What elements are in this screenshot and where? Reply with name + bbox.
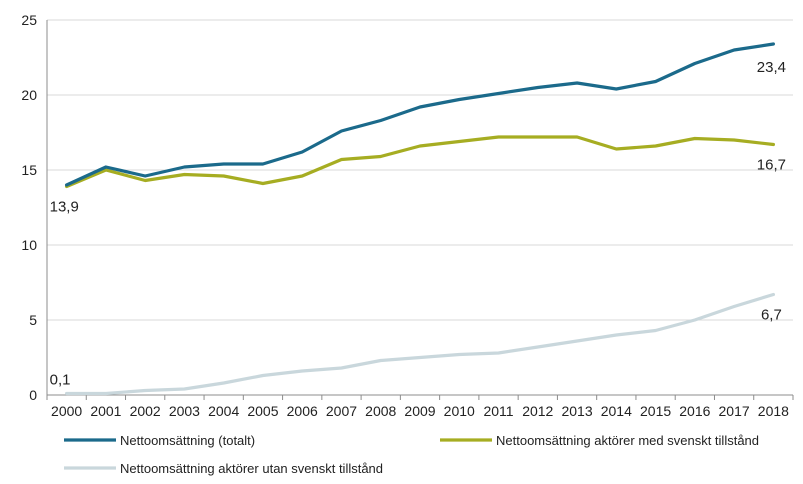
data-label: 13,9 (50, 199, 79, 216)
gridlines (47, 19, 793, 321)
x-tick-label: 2015 (640, 403, 671, 419)
y-tick-label: 0 (29, 387, 37, 403)
data-label: 23,4 (757, 59, 786, 76)
legend-label-1: Nettoomsättning (totalt) (120, 433, 255, 448)
x-tick-label: 2003 (169, 403, 200, 419)
series-lines (65, 42, 775, 396)
y-tick-label: 25 (21, 12, 37, 28)
x-tick-label: 2001 (90, 403, 121, 419)
x-tick-label: 2006 (287, 403, 318, 419)
legend: Nettoomsättning (totalt) Nettoomsättning … (64, 433, 759, 476)
axes: 0 5 10 15 20 25 2000 2001 2002 2003 2004 2005 2006 20… (21, 12, 794, 419)
y-tick-label: 15 (21, 162, 37, 178)
x-tick-label: 2011 (483, 403, 513, 419)
x-tick-label: 2010 (444, 403, 475, 419)
x-tick-label: 2014 (601, 403, 632, 419)
x-tick-label: 2012 (522, 403, 553, 419)
y-tick-label: 20 (21, 87, 37, 103)
x-tick-label: 2007 (326, 403, 357, 419)
x-tick-label: 2005 (247, 403, 278, 419)
data-label: 6,7 (761, 307, 782, 324)
data-label: 16,7 (757, 157, 786, 174)
y-tick-label: 10 (21, 237, 37, 253)
legend-label-3: Nettoomsättning aktörer utan svenskt til… (120, 461, 383, 476)
x-tick-label: 2000 (51, 403, 82, 419)
data-labels: 23,4 16,7 13,9 6,7 0,1 (50, 59, 786, 389)
x-tick-label: 2004 (208, 403, 239, 419)
x-tick-label: 2013 (561, 403, 592, 419)
x-tick-label: 2008 (365, 403, 396, 419)
x-tick-label: 2002 (130, 403, 161, 419)
series-line-2 (65, 135, 775, 189)
x-tick-label: 2016 (679, 403, 710, 419)
data-label: 0,1 (50, 372, 71, 389)
x-tick-label: 2018 (758, 403, 789, 419)
x-tick-label: 2009 (404, 403, 435, 419)
series-line-1 (65, 42, 775, 187)
x-tick-label: 2017 (719, 403, 750, 419)
series-line-3 (65, 292, 775, 396)
legend-label-2: Nettoomsättning aktörer med svenskt till… (496, 433, 759, 448)
y-tick-label: 5 (29, 312, 37, 328)
